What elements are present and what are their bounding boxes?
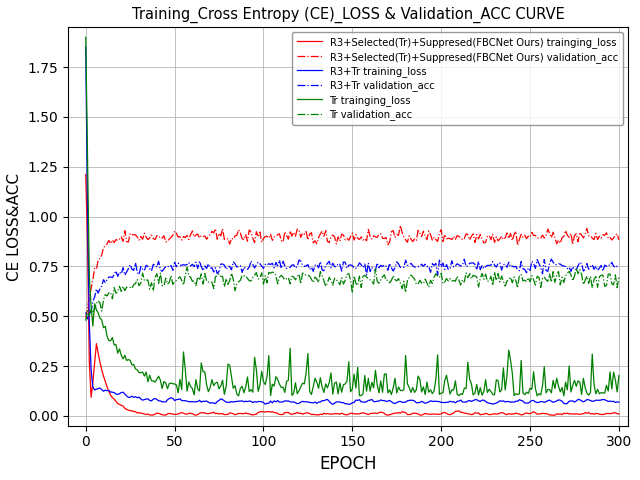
Tr validation_acc bbox=[503, 278, 511, 284]
Tr trainging_loss bbox=[448, 387, 456, 393]
R3+Selected(Tr)+Suppresed(FBCNet Ours) trainging_loss bbox=[418, 412, 426, 418]
R3+Tr validation_acc bbox=[533, 257, 541, 263]
R3+Selected(Tr)+Suppresed(FBCNet Ours) validation_acc bbox=[503, 230, 511, 236]
Tr trainging_loss bbox=[235, 393, 243, 399]
R3+Selected(Tr)+Suppresed(FBCNet Ours) trainging_loss bbox=[533, 411, 541, 417]
R3+Tr training_loss bbox=[503, 398, 511, 404]
Tr validation_acc bbox=[317, 269, 324, 275]
R3+Selected(Tr)+Suppresed(FBCNet Ours) trainging_loss bbox=[448, 411, 456, 417]
Tr validation_acc bbox=[533, 274, 541, 279]
Legend: R3+Selected(Tr)+Suppresed(FBCNet Ours) trainging_loss, R3+Selected(Tr)+Suppresed: R3+Selected(Tr)+Suppresed(FBCNet Ours) t… bbox=[292, 32, 623, 125]
R3+Tr validation_acc bbox=[84, 316, 92, 322]
R3+Tr training_loss bbox=[297, 399, 305, 405]
R3+Selected(Tr)+Suppresed(FBCNet Ours) trainging_loss bbox=[297, 410, 305, 416]
Line: R3+Tr validation_acc: R3+Tr validation_acc bbox=[86, 259, 619, 319]
Tr trainging_loss bbox=[317, 375, 324, 381]
Tr validation_acc bbox=[615, 273, 623, 279]
Tr validation_acc bbox=[578, 271, 586, 277]
Title: Training_Cross Entropy (CE)_LOSS & Validation_ACC CURVE: Training_Cross Entropy (CE)_LOSS & Valid… bbox=[131, 7, 564, 23]
R3+Selected(Tr)+Suppresed(FBCNet Ours) validation_acc bbox=[297, 235, 305, 240]
Tr trainging_loss bbox=[615, 372, 623, 378]
R3+Tr training_loss bbox=[578, 398, 586, 404]
Tr validation_acc bbox=[183, 264, 191, 270]
R3+Selected(Tr)+Suppresed(FBCNet Ours) trainging_loss bbox=[82, 172, 90, 178]
R3+Tr validation_acc bbox=[580, 268, 588, 274]
R3+Selected(Tr)+Suppresed(FBCNet Ours) validation_acc bbox=[615, 237, 623, 243]
Tr trainging_loss bbox=[533, 393, 541, 399]
R3+Tr validation_acc bbox=[82, 310, 90, 315]
R3+Tr training_loss bbox=[448, 399, 456, 405]
R3+Selected(Tr)+Suppresed(FBCNet Ours) validation_acc bbox=[448, 237, 456, 242]
Line: Tr trainging_loss: Tr trainging_loss bbox=[86, 37, 619, 396]
R3+Selected(Tr)+Suppresed(FBCNet Ours) trainging_loss bbox=[615, 411, 623, 417]
Line: Tr validation_acc: Tr validation_acc bbox=[86, 267, 619, 321]
Tr trainging_loss bbox=[578, 392, 586, 397]
R3+Selected(Tr)+Suppresed(FBCNet Ours) validation_acc bbox=[396, 223, 404, 228]
R3+Tr training_loss bbox=[615, 399, 623, 405]
R3+Selected(Tr)+Suppresed(FBCNet Ours) validation_acc bbox=[315, 235, 323, 240]
R3+Tr validation_acc bbox=[548, 256, 556, 262]
R3+Tr training_loss bbox=[82, 44, 90, 50]
R3+Selected(Tr)+Suppresed(FBCNet Ours) validation_acc bbox=[578, 232, 586, 238]
Tr validation_acc bbox=[448, 278, 456, 284]
Y-axis label: CE LOSS&ACC: CE LOSS&ACC bbox=[7, 172, 22, 280]
R3+Tr training_loss bbox=[315, 399, 323, 405]
R3+Tr validation_acc bbox=[615, 262, 623, 268]
R3+Tr validation_acc bbox=[448, 258, 456, 264]
Line: R3+Selected(Tr)+Suppresed(FBCNet Ours) trainging_loss: R3+Selected(Tr)+Suppresed(FBCNet Ours) t… bbox=[86, 175, 619, 415]
R3+Tr validation_acc bbox=[503, 264, 511, 270]
R3+Tr training_loss bbox=[329, 401, 337, 407]
R3+Selected(Tr)+Suppresed(FBCNet Ours) trainging_loss bbox=[578, 411, 586, 417]
X-axis label: EPOCH: EPOCH bbox=[319, 455, 376, 473]
R3+Selected(Tr)+Suppresed(FBCNet Ours) trainging_loss bbox=[315, 412, 323, 418]
Tr trainging_loss bbox=[299, 380, 307, 386]
R3+Selected(Tr)+Suppresed(FBCNet Ours) trainging_loss bbox=[503, 412, 511, 418]
Tr trainging_loss bbox=[82, 35, 90, 40]
R3+Tr training_loss bbox=[533, 400, 541, 406]
Tr validation_acc bbox=[299, 270, 307, 276]
Tr trainging_loss bbox=[503, 373, 511, 379]
R3+Selected(Tr)+Suppresed(FBCNet Ours) validation_acc bbox=[82, 315, 90, 321]
R3+Tr validation_acc bbox=[299, 262, 307, 268]
R3+Tr validation_acc bbox=[317, 259, 324, 264]
R3+Selected(Tr)+Suppresed(FBCNet Ours) validation_acc bbox=[533, 235, 541, 241]
Line: R3+Selected(Tr)+Suppresed(FBCNet Ours) validation_acc: R3+Selected(Tr)+Suppresed(FBCNet Ours) v… bbox=[86, 226, 619, 318]
Line: R3+Tr training_loss: R3+Tr training_loss bbox=[86, 47, 619, 404]
Tr validation_acc bbox=[82, 318, 90, 324]
